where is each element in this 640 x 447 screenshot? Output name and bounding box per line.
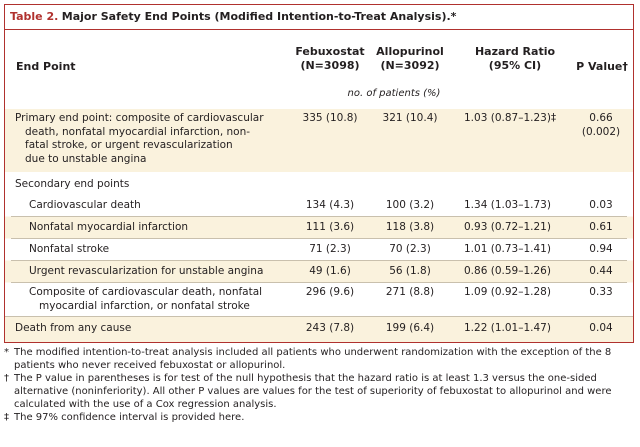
row-endpoint: Secondary end points bbox=[15, 178, 130, 190]
footnote-text: The modified intention-to-treat analysis… bbox=[14, 347, 612, 371]
footnote: * The modified intention-to-treat analys… bbox=[4, 346, 634, 372]
cell-p-value: 0.44 bbox=[589, 265, 613, 277]
cell-hazard-ratio: 1.22 (1.01–1.47) bbox=[464, 322, 551, 334]
footnote-text: The P value in parentheses is for test o… bbox=[14, 373, 612, 410]
endpoint-line: Composite of cardiovascular death, nonfa… bbox=[29, 286, 263, 298]
table-row: Urgent revascularization for unstable an… bbox=[5, 261, 633, 282]
p-value-line: (0.002) bbox=[581, 125, 621, 138]
header-allopurinol-name: Allopurinol bbox=[376, 45, 444, 58]
row-divider bbox=[11, 216, 627, 217]
header-allopurinol-n: (N=3092) bbox=[380, 59, 440, 72]
cell-hazard-ratio: 1.01 (0.73–1.41) bbox=[464, 243, 551, 255]
cell-febuxostat: 71 (2.3) bbox=[309, 243, 351, 255]
footnote-mark: ‡ bbox=[4, 412, 9, 423]
cell-allopurinol: 100 (3.2) bbox=[385, 199, 435, 211]
row-divider bbox=[11, 260, 627, 261]
footnotes: * The modified intention-to-treat analys… bbox=[4, 346, 634, 424]
table-header: End Point Febuxostat (N=3098) Allopurino… bbox=[5, 30, 633, 112]
header-p-value: P Value† bbox=[576, 60, 628, 73]
endpoint-line: fatal stroke, or urgent revascularizatio… bbox=[25, 139, 233, 151]
cell-p-value: 0.66 (0.002) bbox=[577, 112, 625, 139]
table-number: Table 2. bbox=[10, 10, 59, 23]
footnote-mark: * bbox=[4, 347, 9, 358]
row-endpoint: Cardiovascular death bbox=[29, 199, 141, 211]
table-caption: Major Safety End Points (Modified Intent… bbox=[61, 10, 457, 23]
row-divider bbox=[11, 282, 627, 283]
cell-hazard-ratio: 0.86 (0.59–1.26) bbox=[464, 265, 551, 277]
row-endpoint: Nonfatal stroke bbox=[29, 243, 110, 255]
footnote: † The P value in parentheses is for test… bbox=[4, 372, 634, 411]
table-row: Death from any cause 243 (7.8) 199 (6.4)… bbox=[5, 317, 633, 342]
cell-allopurinol: 199 (6.4) bbox=[385, 322, 435, 334]
units-label: no. of patients (%) bbox=[347, 88, 441, 99]
footnote-mark: † bbox=[4, 373, 9, 384]
cell-allopurinol: 321 (10.4) bbox=[382, 112, 438, 124]
row-divider bbox=[11, 238, 627, 239]
cell-febuxostat: 49 (1.6) bbox=[309, 265, 351, 277]
cell-febuxostat: 243 (7.8) bbox=[305, 322, 355, 334]
endpoint-line: Primary end point: composite of cardiova… bbox=[15, 112, 264, 124]
row-endpoint: Nonfatal myocardial infarction bbox=[29, 221, 189, 233]
row-endpoint: Death from any cause bbox=[15, 322, 132, 334]
footnote: ‡ The 97% confidence interval is provide… bbox=[4, 411, 634, 424]
header-endpoint: End Point bbox=[16, 60, 76, 73]
table-frame: Table 2. Major Safety End Points (Modifi… bbox=[4, 4, 634, 343]
table-row: Cardiovascular death 134 (4.3) 100 (3.2)… bbox=[5, 195, 633, 216]
cell-hazard-ratio: 0.93 (0.72–1.21) bbox=[464, 221, 551, 233]
cell-febuxostat: 335 (10.8) bbox=[302, 112, 358, 124]
endpoint-line: myocardial infarction, or nonfatal strok… bbox=[39, 299, 250, 312]
cell-p-value: 0.03 bbox=[589, 199, 613, 211]
cell-hazard-ratio: 1.34 (1.03–1.73) bbox=[464, 199, 551, 211]
cell-allopurinol: 271 (8.8) bbox=[385, 286, 435, 298]
table-row: Composite of cardiovascular death, nonfa… bbox=[5, 283, 633, 316]
row-endpoint: Urgent revascularization for unstable an… bbox=[29, 265, 264, 277]
cell-p-value: 0.61 bbox=[589, 221, 613, 233]
header-hazard-ratio-ci: (95% CI) bbox=[488, 59, 542, 72]
row-endpoint: Primary end point: composite of cardiova… bbox=[15, 112, 264, 166]
cell-hazard-ratio: 1.09 (0.92–1.28) bbox=[464, 286, 551, 298]
cell-allopurinol: 70 (2.3) bbox=[389, 243, 431, 255]
table-row-section: Secondary end points bbox=[5, 172, 633, 195]
header-hazard-ratio-name: Hazard Ratio bbox=[474, 45, 556, 58]
cell-allopurinol: 118 (3.8) bbox=[385, 221, 435, 233]
header-febuxostat: Febuxostat (N=3098) bbox=[290, 45, 370, 73]
endpoint-line: due to unstable angina bbox=[25, 152, 147, 165]
cell-p-value: 0.94 bbox=[589, 243, 613, 255]
cell-allopurinol: 56 (1.8) bbox=[389, 265, 431, 277]
cell-febuxostat: 134 (4.3) bbox=[305, 199, 355, 211]
header-allopurinol: Allopurinol (N=3092) bbox=[371, 45, 449, 73]
table-row-primary: Primary end point: composite of cardiova… bbox=[5, 109, 633, 172]
header-hazard-ratio: Hazard Ratio (95% CI) bbox=[467, 45, 563, 73]
cell-hazard-ratio: 1.03 (0.87–1.23)‡ bbox=[464, 112, 557, 124]
cell-p-value: 0.04 bbox=[589, 322, 613, 334]
header-febuxostat-name: Febuxostat bbox=[295, 45, 365, 58]
endpoint-line: death, nonfatal myocardial infarction, n… bbox=[25, 125, 251, 138]
row-divider bbox=[5, 316, 633, 317]
table-row: Nonfatal myocardial infarction 111 (3.6)… bbox=[5, 217, 633, 238]
row-endpoint: Composite of cardiovascular death, nonfa… bbox=[29, 286, 262, 313]
cell-febuxostat: 111 (3.6) bbox=[305, 221, 355, 233]
table-title: Table 2. Major Safety End Points (Modifi… bbox=[5, 5, 633, 30]
cell-febuxostat: 296 (9.6) bbox=[305, 286, 355, 298]
p-value-line: 0.66 bbox=[589, 112, 613, 124]
footnote-text: The 97% confidence interval is provided … bbox=[14, 412, 245, 423]
header-febuxostat-n: (N=3098) bbox=[300, 59, 360, 72]
cell-p-value: 0.33 bbox=[589, 286, 613, 298]
table-row: Nonfatal stroke 71 (2.3) 70 (2.3) 1.01 (… bbox=[5, 239, 633, 260]
